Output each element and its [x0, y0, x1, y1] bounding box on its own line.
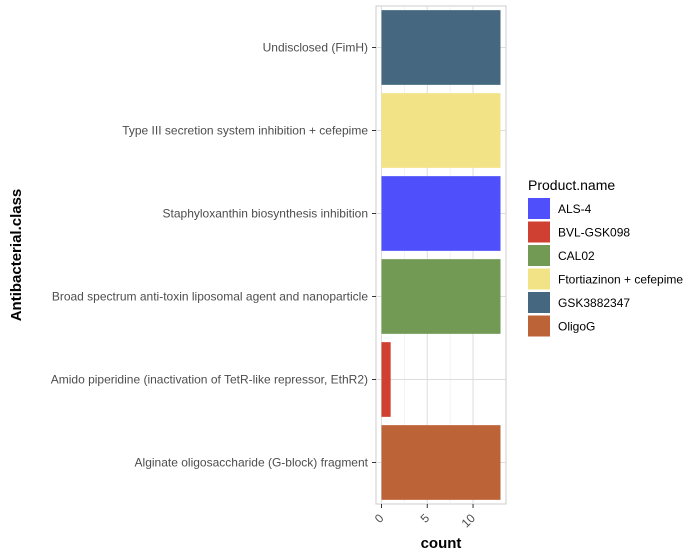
bar — [381, 342, 391, 417]
bar — [381, 425, 501, 500]
bar — [381, 93, 501, 168]
category-label: Undisclosed (FimH) — [263, 41, 368, 55]
category-labels: Undisclosed (FimH) Type III secretion sys… — [51, 41, 376, 470]
x-axis-title: count — [421, 535, 462, 552]
category-label: Type III secretion system inhibition + c… — [122, 124, 368, 138]
category-label: Broad spectrum anti-toxin liposomal agen… — [52, 290, 369, 304]
legend-label: OligoG — [558, 320, 595, 334]
legend-swatch — [528, 198, 550, 219]
legend: Product.name ALS-4 BVL-GSK098 CAL02 Ftortia… — [528, 177, 683, 337]
x-tick-label: 0 — [372, 511, 387, 526]
legend-label: ALS-4 — [558, 202, 592, 216]
plot-panel — [375, 5, 507, 505]
legend-swatch — [528, 268, 550, 290]
legend-label: BVL-GSK098 — [558, 226, 630, 240]
legend-items: ALS-4 BVL-GSK098 CAL02 Ftortiazinon + cefep… — [528, 198, 683, 337]
legend-swatch — [528, 221, 550, 243]
category-label: Alginate oligosaccharide (G-block) fragm… — [135, 456, 369, 470]
x-ticks: 0 5 10 — [372, 504, 478, 530]
legend-label: Ftortiazinon + cefepime — [558, 273, 683, 287]
x-tick-label: 10 — [459, 511, 479, 531]
legend-swatch — [528, 292, 550, 313]
legend-title: Product.name — [528, 177, 615, 193]
y-axis-title: Antibacterial.class — [8, 189, 25, 322]
bar — [381, 10, 501, 85]
bar — [381, 259, 501, 334]
bars — [381, 10, 501, 500]
legend-swatch — [528, 315, 550, 337]
x-tick-label: 5 — [418, 511, 433, 526]
legend-label: CAL02 — [558, 249, 595, 263]
legend-label: GSK3882347 — [558, 296, 630, 310]
legend-swatch — [528, 245, 550, 266]
bar — [381, 176, 501, 251]
category-label: Staphyloxanthin biosynthesis inhibition — [163, 207, 368, 221]
category-label: Amido piperidine (inactivation of TetR-l… — [51, 373, 368, 387]
